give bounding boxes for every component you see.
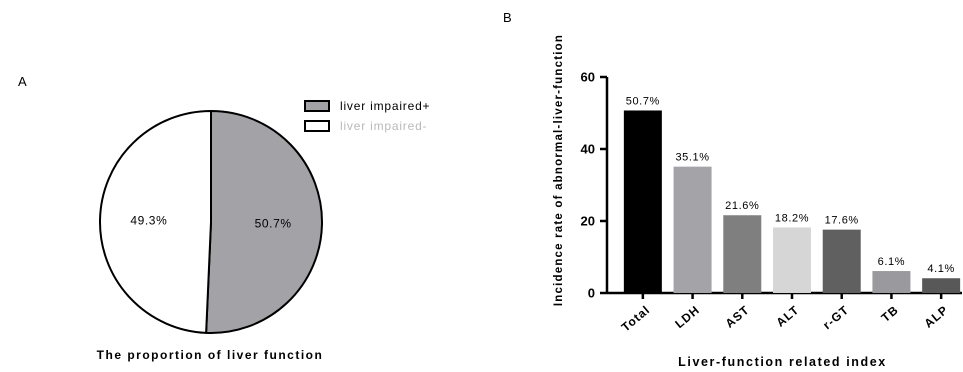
pie-title: The proportion of liver function [96, 348, 324, 362]
x-tick-label: LDH [672, 303, 702, 332]
x-tick-label: ALP [921, 303, 951, 331]
pie-chart: 50.7% 49.3% [99, 110, 323, 334]
pie-slice-impaired-plus [205, 110, 323, 334]
x-axis-title: Liver-function related index [678, 355, 887, 369]
x-tick-label: r-GT [820, 303, 851, 333]
panel-b-letter: B [503, 10, 512, 25]
x-tick-label: Total [619, 303, 653, 335]
legend-item-impaired-plus: liver impaired+ [304, 96, 430, 116]
bar-r-gt [822, 229, 861, 293]
pie-label-impaired-plus: 50.7% [255, 216, 292, 230]
x-tick-label: AST [723, 303, 753, 331]
y-tick-label: 0 [588, 286, 595, 301]
bar-ast [723, 215, 762, 293]
x-tick-label: ALT [773, 303, 801, 330]
bar-data-label: 17.6% [825, 215, 859, 227]
bar-total [623, 110, 662, 293]
legend-label-impaired-plus: liver impaired+ [340, 99, 431, 113]
bar-data-label: 35.1% [675, 152, 709, 164]
pie-legend: liver impaired+ liver impaired- [304, 96, 430, 136]
y-tick-label: 20 [581, 214, 595, 229]
x-tick-label: TB [879, 303, 902, 325]
pie-label-impaired-minus: 49.3% [130, 214, 167, 228]
bar-alt [773, 227, 811, 293]
bar-data-label: 50.7% [626, 95, 660, 107]
bar-alp [922, 278, 961, 293]
y-axis-title: Incidence rate of abnormal-liver-functio… [553, 34, 565, 306]
bar-data-label: 6.1% [878, 256, 905, 268]
bar-data-label: 4.1% [927, 263, 954, 275]
bar-chart: 0 20 40 60 50.7% Total 35.1% LDH 21.6% AST 18.2% AL… [553, 34, 962, 369]
legend-swatch-impaired-plus [304, 100, 330, 112]
bar-data-label: 21.6% [725, 200, 759, 212]
legend-label-impaired-minus: liver impaired- [340, 119, 428, 133]
bar-data-label: 18.2% [775, 212, 809, 224]
pie-slice-impaired-minus [99, 110, 212, 334]
panel-a-letter: A [18, 74, 27, 89]
legend-swatch-impaired-minus [304, 120, 330, 132]
bar-tb [872, 271, 911, 293]
y-tick-label: 40 [581, 142, 595, 157]
legend-item-impaired-minus: liver impaired- [304, 116, 430, 136]
y-tick-label: 60 [581, 70, 595, 85]
bar-ldh [673, 166, 712, 293]
